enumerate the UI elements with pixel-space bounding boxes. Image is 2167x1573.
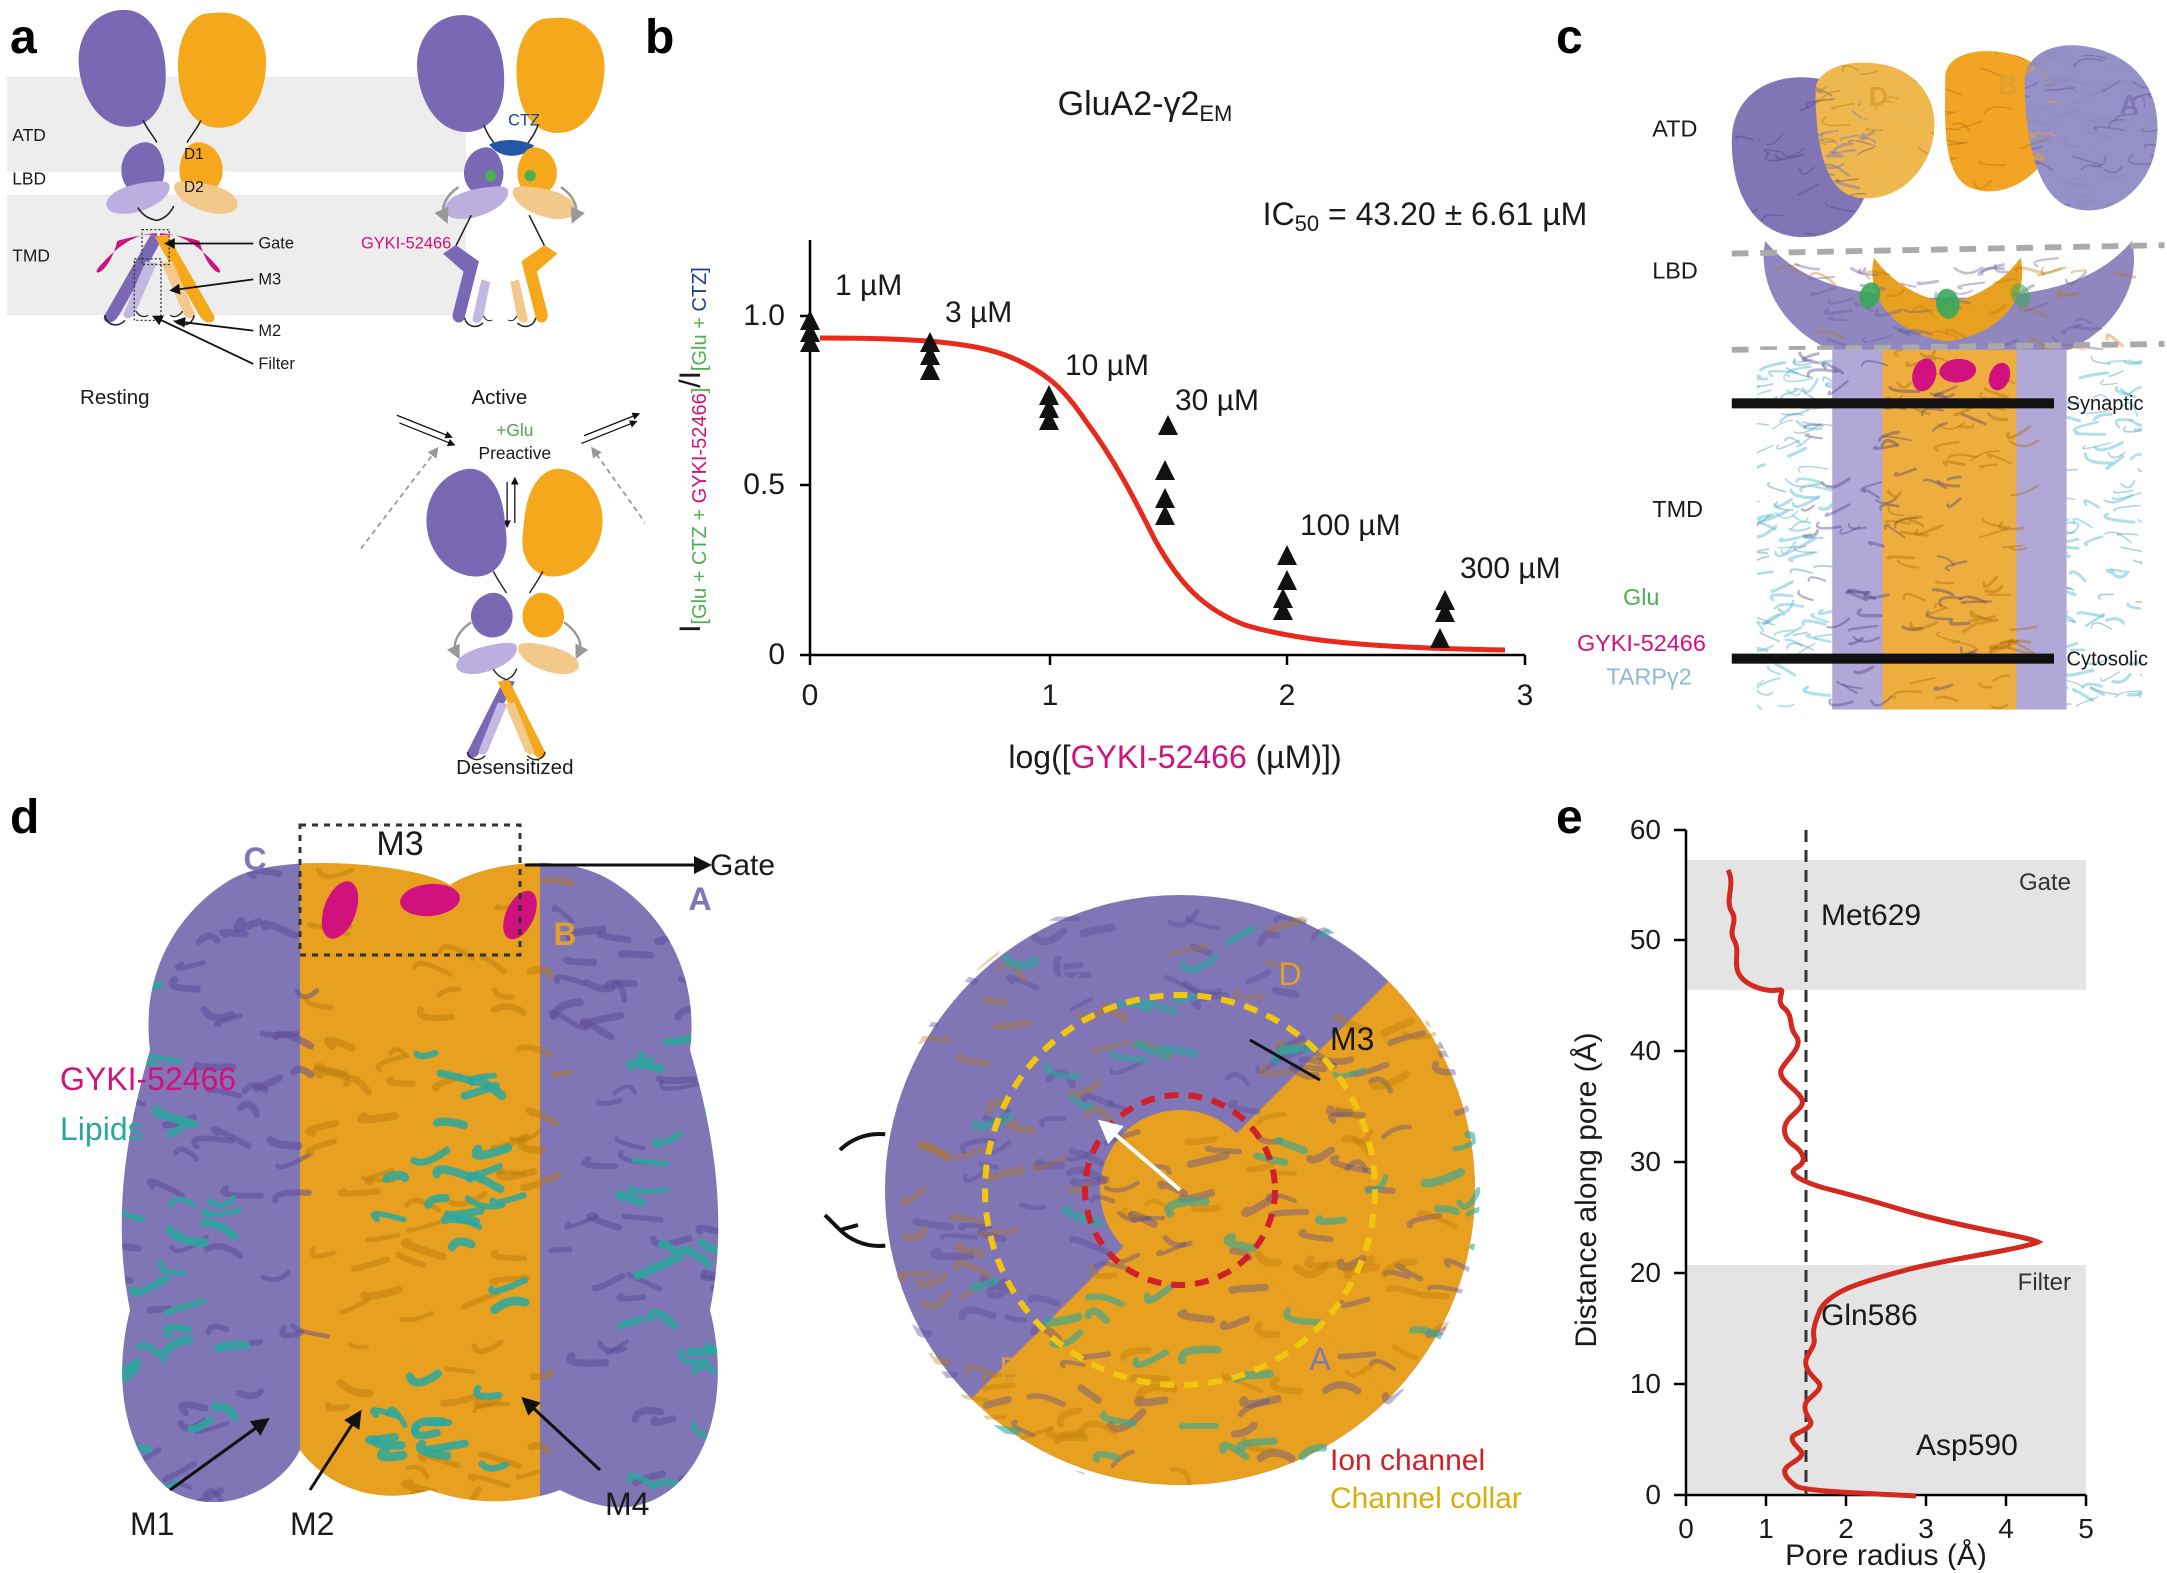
svg-text:Channel collar: Channel collar	[1330, 1482, 1522, 1515]
svg-text:M4: M4	[605, 1486, 649, 1522]
svg-text:LBD: LBD	[1652, 258, 1698, 284]
svg-text:TARPγ2: TARPγ2	[1606, 664, 1691, 690]
svg-text:GYKI-52466: GYKI-52466	[60, 1061, 236, 1097]
svg-text:Filter: Filter	[258, 355, 295, 373]
svg-text:C: C	[1058, 951, 1081, 987]
svg-text:TMD: TMD	[1652, 496, 1703, 522]
svg-text:A: A	[2120, 90, 2139, 120]
svg-text:Asp590: Asp590	[1916, 1429, 2018, 1462]
svg-text:2: 2	[1279, 679, 1296, 712]
svg-text:60: 60	[1630, 814, 1661, 845]
svg-text:5: 5	[2078, 1513, 2094, 1544]
svg-text:+Glu: +Glu	[496, 420, 533, 440]
svg-text:B: B	[553, 916, 576, 952]
svg-text:50: 50	[1630, 924, 1661, 955]
svg-text:C: C	[1751, 121, 1770, 151]
svg-text:Lipids: Lipids	[60, 1111, 144, 1147]
svg-text:30: 30	[1630, 1146, 1661, 1177]
svg-text:ATD: ATD	[1652, 115, 1697, 141]
svg-text:M1: M1	[130, 1506, 174, 1542]
svg-text:1: 1	[1758, 1513, 1774, 1544]
svg-text:Ion channel: Ion channel	[1330, 1444, 1485, 1477]
svg-text:GluA2-γ2EM: GluA2-γ2EM	[1058, 85, 1233, 126]
svg-text:B: B	[1998, 71, 2017, 101]
svg-text:D: D	[1869, 81, 1888, 111]
svg-text:M2: M2	[258, 322, 281, 340]
svg-text:300 µM: 300 µM	[1460, 552, 1561, 585]
svg-text:3 µM: 3 µM	[945, 296, 1012, 329]
svg-text:Pore radius (Å): Pore radius (Å)	[1785, 1539, 1987, 1570]
svg-text:Cytosolic: Cytosolic	[2067, 648, 2148, 670]
svg-text:D: D	[1278, 956, 1301, 992]
svg-text:I[Glu + CTZ + GYKI-52466]/I[Gl: I[Glu + CTZ + GYKI-52466]/I[Glu + CTZ]	[674, 267, 711, 633]
svg-text:3: 3	[1517, 679, 1534, 712]
svg-text:Preactive: Preactive	[478, 443, 551, 463]
svg-text:30 µM: 30 µM	[1175, 384, 1259, 417]
svg-text:0: 0	[768, 638, 785, 671]
svg-text:A: A	[1309, 1341, 1331, 1377]
svg-text:Met629: Met629	[1821, 899, 1921, 932]
svg-text:4: 4	[1998, 1513, 2014, 1544]
svg-text:M2: M2	[290, 1506, 334, 1542]
svg-text:10: 10	[1630, 1368, 1661, 1399]
svg-text:Gate: Gate	[710, 849, 775, 882]
svg-text:Resting: Resting	[80, 386, 150, 409]
svg-text:1.0: 1.0	[743, 299, 785, 332]
svg-text:100 µM: 100 µM	[1300, 509, 1401, 542]
svg-text:0: 0	[802, 679, 819, 712]
svg-text:M3: M3	[376, 825, 423, 863]
svg-text:GYKI-52466: GYKI-52466	[1577, 630, 1706, 656]
svg-text:Gate: Gate	[2019, 869, 2071, 896]
svg-text:GYKI-52466: GYKI-52466	[361, 235, 451, 253]
svg-text:C: C	[243, 841, 266, 877]
svg-text:Gln586: Gln586	[1821, 1299, 1918, 1332]
svg-text:M3: M3	[258, 270, 281, 288]
svg-text:A: A	[688, 881, 711, 917]
svg-text:D2: D2	[184, 179, 204, 196]
svg-text:0: 0	[1645, 1479, 1661, 1510]
svg-text:M3: M3	[1330, 1021, 1374, 1057]
svg-text:Gate: Gate	[258, 235, 294, 253]
svg-text:0.5: 0.5	[743, 468, 785, 501]
svg-text:Filter: Filter	[2018, 1269, 2071, 1296]
svg-text:0: 0	[1678, 1513, 1694, 1544]
svg-text:1: 1	[1042, 679, 1059, 712]
svg-text:Active: Active	[472, 386, 528, 409]
svg-text:40: 40	[1630, 1035, 1661, 1066]
svg-text:log([GYKI-52466 (µM)]): log([GYKI-52466 (µM)])	[1008, 739, 1341, 775]
svg-text:CTZ: CTZ	[508, 112, 540, 130]
svg-text:Synaptic: Synaptic	[2067, 393, 2144, 415]
svg-text:Distance along pore (Å): Distance along pore (Å)	[1570, 1032, 1603, 1347]
svg-text:Glu: Glu	[1623, 584, 1659, 610]
svg-text:LBD: LBD	[12, 168, 46, 188]
svg-text:1 µM: 1 µM	[835, 269, 902, 302]
svg-text:Desensitized: Desensitized	[456, 756, 573, 779]
svg-text:20: 20	[1630, 1257, 1661, 1288]
svg-text:TMD: TMD	[12, 245, 50, 265]
svg-text:10 µM: 10 µM	[1065, 349, 1149, 382]
svg-text:IC50 = 43.20 ± 6.61 µM: IC50 = 43.20 ± 6.61 µM	[1263, 196, 1588, 236]
svg-text:D1: D1	[184, 146, 204, 163]
svg-text:B: B	[999, 1351, 1020, 1387]
svg-text:ATD: ATD	[12, 125, 46, 145]
